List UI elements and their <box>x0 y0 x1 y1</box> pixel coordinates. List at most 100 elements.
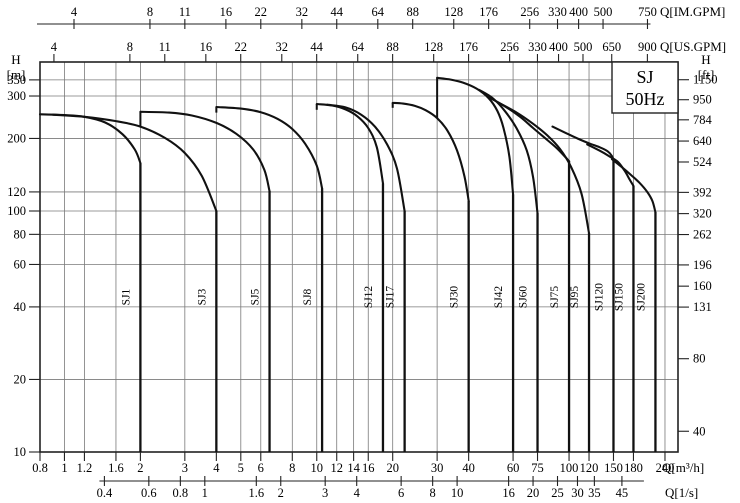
curve-label-SJ95: SJ95 <box>569 286 581 309</box>
im-tick-label: 128 <box>444 5 463 19</box>
us-tick-label: 64 <box>351 40 364 54</box>
curve-label-SJ3: SJ3 <box>196 288 208 305</box>
ft-tick-label: 640 <box>693 134 712 148</box>
m3h-tick-label: 6 <box>258 461 264 475</box>
ls-tick-label: 30 <box>571 486 584 500</box>
im-tick-label: 44 <box>330 5 343 19</box>
m3h-tick-label: 60 <box>507 461 520 475</box>
chart-title-frequency: 50Hz <box>626 89 665 109</box>
plot-frame <box>39 61 679 453</box>
us-tick-label: 650 <box>602 40 621 54</box>
im-tick-label: 400 <box>569 5 588 19</box>
pump-SJ17: SJ17 <box>326 103 406 452</box>
m-tick-label: 350 <box>7 73 26 87</box>
m3h-tick-label: 12 <box>330 461 343 475</box>
m3h-tick-label: 100 <box>560 461 579 475</box>
m3h-tick-label: 240 <box>656 461 675 475</box>
ls-tick-label: 0.6 <box>141 486 157 500</box>
m3h-tick-label: 4 <box>213 461 220 475</box>
m3h-tick-label: 1.2 <box>77 461 93 475</box>
ls-tick-label: 25 <box>551 486 564 500</box>
ls-tick-label: 8 <box>430 486 436 500</box>
m3h-tick-label: 20 <box>386 461 399 475</box>
us-tick-label: 32 <box>276 40 289 54</box>
m3h-axis-title: Q[m³/h] <box>662 460 704 475</box>
m3h-tick-label: 0.8 <box>32 461 48 475</box>
m3h-tick-label: 75 <box>531 461 544 475</box>
m3h-tick-label: 16 <box>362 461 375 475</box>
curve-SJ95 <box>496 101 591 235</box>
ft-tick-label: 524 <box>693 155 713 169</box>
m3h-tick-label: 120 <box>580 461 599 475</box>
axis-h-ft: H[ft] 40 80 131 160 196 262 320 392 524 640 784 950 1… <box>678 52 718 438</box>
im-tick-label: 8 <box>147 5 153 19</box>
curve-label-SJ42: SJ42 <box>493 286 505 309</box>
pump-SJ5: SJ5 <box>139 110 271 452</box>
us-tick-label: 44 <box>310 40 323 54</box>
curve-label-SJ1: SJ1 <box>120 288 132 305</box>
ls-tick-label: 16 <box>502 486 515 500</box>
ls-tick-label: 1 <box>202 486 208 500</box>
m-tick-label: 20 <box>14 372 27 386</box>
m3h-tick-label: 150 <box>604 461 623 475</box>
ls-tick-label: 0.8 <box>173 486 189 500</box>
im-tick-label: 32 <box>296 5 309 19</box>
m3h-tick-label: 14 <box>347 461 360 475</box>
ft-tick-label: 196 <box>693 258 712 272</box>
pump-SJ150: SJ150 <box>586 143 635 452</box>
curve-label-SJ17: SJ17 <box>385 286 397 309</box>
ft-tick-label: 320 <box>693 207 712 221</box>
us-tick-label: 900 <box>638 40 657 54</box>
im-tick-label: 256 <box>520 5 539 19</box>
curve-label-SJ75: SJ75 <box>549 286 561 309</box>
ls-tick-label: 0.4 <box>97 486 113 500</box>
us-tick-label: 8 <box>127 40 133 54</box>
im-tick-label: 22 <box>255 5 268 19</box>
ls-tick-label: 2 <box>278 486 284 500</box>
axis-im-gpm: 4 8 11 16 22 32 44 64 88 128 176 256 330 400 500 750 Q[I… <box>37 4 725 29</box>
m3h-tick-label: 1.6 <box>108 461 124 475</box>
ft-tick-label: 262 <box>693 228 712 242</box>
ls-tick-label: 1.6 <box>248 486 264 500</box>
m-tick-label: 10 <box>14 445 27 459</box>
m-tick-label: 120 <box>7 185 26 199</box>
axis-m3h: 0.8 1 1.2 1.6 2 3 4 5 6 8 10 12 14 16 20 30 40 60 75 100 120… <box>32 452 704 475</box>
m3h-tick-label: 2 <box>137 461 143 475</box>
curve-label-SJ30: SJ30 <box>449 286 461 309</box>
im-tick-label: 176 <box>479 5 498 19</box>
ls-tick-label: 35 <box>588 486 601 500</box>
us-tick-label: 4 <box>51 40 58 54</box>
m3h-tick-label: 3 <box>182 461 188 475</box>
pump-SJ30: SJ30 <box>391 101 470 452</box>
curve-label-SJ12: SJ12 <box>363 286 375 309</box>
im-tick-label: 88 <box>406 5 419 19</box>
im-tick-label: 4 <box>71 5 78 19</box>
ls-tick-label: 4 <box>354 486 361 500</box>
ls-axis-title: Q[1/s] <box>665 485 698 500</box>
m3h-tick-label: 10 <box>311 461 324 475</box>
pump-SJ120: SJ120 <box>551 125 615 452</box>
pump-SJ8: SJ8 <box>215 105 324 452</box>
pump-SJ3: SJ3 <box>51 113 218 452</box>
curve-label-SJ8: SJ8 <box>302 288 314 305</box>
m-tick-label: 60 <box>14 257 27 271</box>
us-tick-label: 176 <box>459 40 478 54</box>
im-tick-label: 64 <box>372 5 385 19</box>
h-ft-unit: [ft] <box>698 67 715 82</box>
ft-tick-label: 950 <box>693 93 712 107</box>
curve-label-SJ60: SJ60 <box>518 286 530 309</box>
m-tick-label: 200 <box>7 131 26 145</box>
us-tick-label: 330 <box>528 40 547 54</box>
m-tick-label: 80 <box>14 227 27 241</box>
m-tick-label: 100 <box>7 204 26 218</box>
curve-SJ5 <box>139 110 271 193</box>
m3h-tick-label: 30 <box>431 461 444 475</box>
ft-tick-label: 40 <box>693 424 706 438</box>
us-tick-label: 88 <box>386 40 399 54</box>
us-tick-label: 22 <box>234 40 247 54</box>
m3h-tick-label: 1 <box>61 461 67 475</box>
im-tick-label: 500 <box>594 5 613 19</box>
axis-us-gpm: 4 8 11 16 22 32 44 64 88 128 176 256 330 400 500 650 900… <box>51 39 726 62</box>
title-box-rect <box>611 61 679 114</box>
